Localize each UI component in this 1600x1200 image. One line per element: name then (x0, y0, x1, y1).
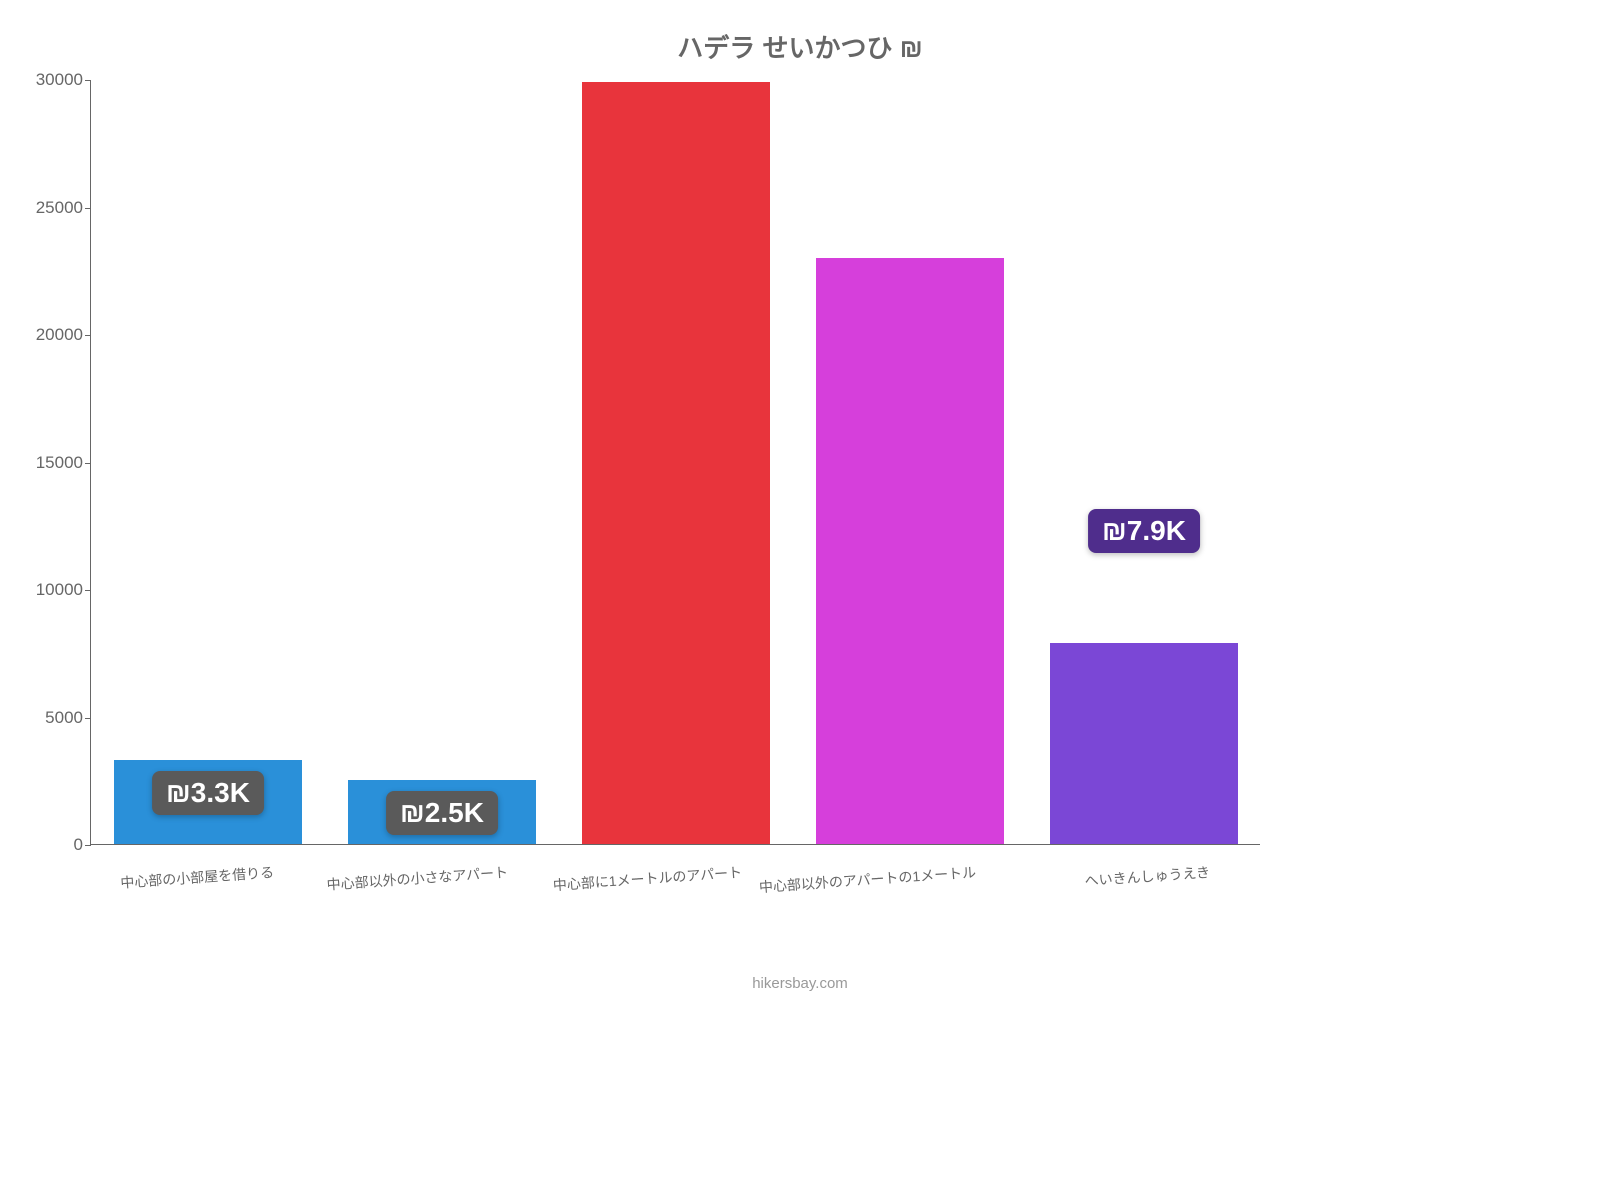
bar: ₪30K (582, 82, 769, 844)
y-tick-label: 15000 (36, 453, 91, 473)
y-tick-label: 10000 (36, 580, 91, 600)
bar: ₪7.9K (1050, 643, 1237, 844)
x-category-label: 中心部に1メートルのアパート (552, 862, 742, 895)
bar: ₪23K (816, 258, 1003, 845)
y-tick-label: 20000 (36, 325, 91, 345)
y-tick-mark (85, 208, 91, 209)
bar: ₪2.5K (348, 780, 535, 844)
bar: ₪3.3K (114, 760, 301, 844)
y-tick-label: 25000 (36, 198, 91, 218)
x-category-label: 中心部の小部屋を借りる (119, 862, 274, 893)
y-tick-label: 30000 (36, 70, 91, 90)
value-badge: ₪2.5K (386, 791, 498, 835)
attribution-text: hikersbay.com (752, 975, 848, 992)
y-tick-mark (85, 590, 91, 591)
chart-title: ハデラ せいかつひ ₪ (0, 0, 1600, 65)
y-tick-mark (85, 80, 91, 81)
y-tick-mark (85, 845, 91, 846)
value-badge: ₪7.9K (1088, 509, 1200, 553)
x-category-label: 中心部以外のアパートの1メートル (758, 862, 976, 897)
value-badge: ₪3.3K (152, 771, 264, 815)
plot-area: 050001000015000200002500030000中心部の小部屋を借り… (90, 80, 1260, 845)
x-category-label: 中心部以外の小さなアパート (326, 862, 509, 895)
y-tick-mark (85, 718, 91, 719)
y-tick-mark (85, 335, 91, 336)
y-tick-mark (85, 463, 91, 464)
x-category-label: へいきんしゅうえき (1084, 862, 1211, 891)
